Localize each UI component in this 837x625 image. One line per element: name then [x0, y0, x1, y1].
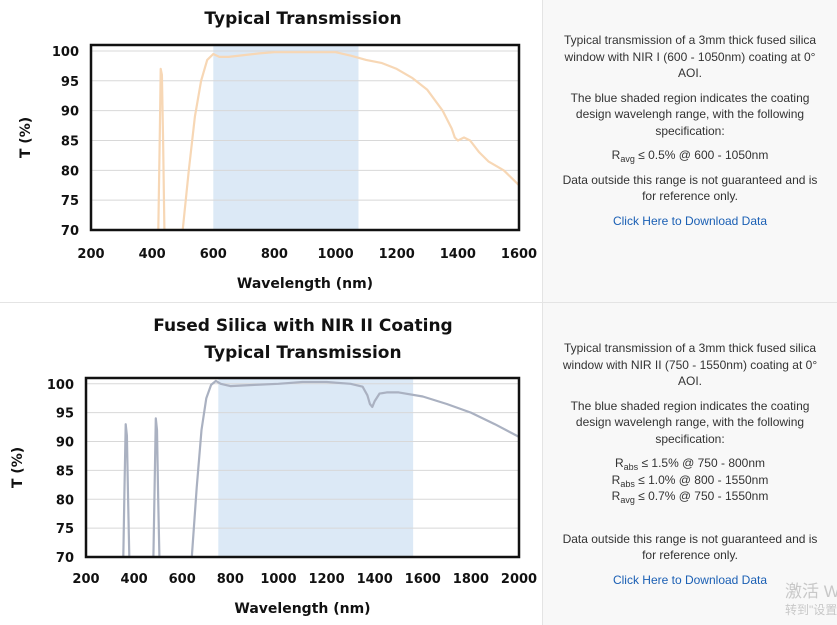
x-tick-label: 1200: [308, 572, 344, 587]
info-panel-nir2: Typical transmission of a 3mm thick fuse…: [542, 303, 837, 625]
download-data-link[interactable]: Click Here to Download Data: [612, 213, 768, 228]
spec-line: Ravg ≤ 0.7% @ 750 - 1550nm: [611, 489, 769, 505]
y-tick-label: 70: [61, 224, 79, 239]
info-text-nir2: Typical transmission of a 3mm thick fuse…: [557, 340, 823, 588]
y-tick-label: 70: [56, 551, 74, 566]
x-tick-label: 1000: [260, 572, 296, 587]
transmission-chart-nir1: Typical Transmission 70 75 80 85 90 95 100 200 40…: [18, 9, 537, 292]
coating-design-range: [213, 45, 359, 230]
x-tick-label: 1800: [453, 572, 489, 587]
y-tick-label: 80: [61, 164, 79, 179]
shaded-region-note: The blue shaded region indicates the coa…: [570, 398, 810, 446]
transmission-curve: [157, 51, 519, 230]
y-axis-label: T (%): [10, 447, 26, 488]
y-tick-label: 90: [61, 105, 79, 120]
x-tick-label: 1600: [501, 247, 537, 262]
coating-row-nir1: Typical Transmission 70 75 80 85 90 95 100 200 40…: [0, 0, 837, 302]
disclaimer-text: Data outside this range is not guarantee…: [562, 531, 818, 563]
y-tick-label: 85: [61, 134, 79, 149]
coating-spec: Ravg ≤ 0.5% @ 600 - 1050nm: [557, 147, 823, 164]
x-tick-label: 1600: [405, 572, 441, 587]
spec-line: Rabs ≤ 1.0% @ 800 - 1550nm: [611, 472, 769, 489]
info-text-nir1: Typical transmission of a 3mm thick fuse…: [557, 32, 823, 229]
x-tick-label: 800: [217, 572, 244, 587]
x-tick-label: 800: [261, 247, 288, 262]
x-tick-label: 1200: [379, 247, 415, 262]
y-tick-label: 80: [56, 493, 74, 508]
transmission-chart-nir2: Fused Silica with NIR II Coating Typical …: [10, 316, 537, 617]
chart-title-line: Typical Transmission: [204, 343, 401, 363]
download-data-link[interactable]: Click Here to Download Data: [612, 572, 768, 587]
transmission-curve: [122, 379, 519, 557]
chart-title-line: Typical Transmission: [204, 9, 401, 29]
x-tick-label: 1000: [317, 247, 353, 262]
coating-design-range: [218, 378, 414, 557]
chart-panel-nir2: Fused Silica with NIR II Coating Typical …: [0, 303, 542, 625]
y-tick-label: 95: [56, 407, 74, 422]
coating-row-nir2: Fused Silica with NIR II Coating Typical …: [0, 302, 837, 625]
disclaimer-text: Data outside this range is not guarantee…: [562, 172, 818, 204]
y-tick-label: 95: [61, 75, 79, 90]
x-tick-label: 400: [139, 247, 166, 262]
x-tick-label: 600: [169, 572, 196, 587]
x-axis-label: Wavelength (nm): [237, 276, 373, 292]
plot-frame: [89, 43, 521, 232]
y-tick-label: 75: [56, 522, 74, 537]
info-panel-nir1: Typical transmission of a 3mm thick fuse…: [542, 0, 837, 302]
x-axis-label: Wavelength (nm): [234, 601, 370, 617]
activation-watermark: 激活 W 转到"设置: [785, 582, 837, 617]
chart-panel-nir1: Typical Transmission 70 75 80 85 90 95 100 200 40…: [0, 0, 542, 302]
y-tick-label: 90: [56, 436, 74, 451]
x-tick-label: 600: [200, 247, 227, 262]
chart-description: Typical transmission of a 3mm thick fuse…: [563, 33, 817, 80]
chart-title-line: Fused Silica with NIR II Coating: [153, 316, 452, 336]
coating-spec: Rabs ≤ 1.5% @ 750 - 800nm Rabs ≤ 1.0% @ …: [557, 455, 823, 505]
y-axis-label: T (%): [18, 117, 34, 158]
spec-line: Rabs ≤ 1.5% @ 750 - 800nm: [614, 456, 766, 472]
y-tick-label: 85: [56, 464, 74, 479]
y-tick-label: 100: [52, 45, 79, 60]
x-tick-label: 400: [121, 572, 148, 587]
y-tick-label: 75: [61, 194, 79, 209]
x-tick-label: 1400: [357, 572, 393, 587]
x-tick-label: 200: [72, 572, 99, 587]
x-tick-label: 2000: [501, 572, 537, 587]
x-tick-label: 1400: [440, 247, 476, 262]
plot-frame: [84, 376, 521, 559]
chart-description: Typical transmission of a 3mm thick fuse…: [562, 341, 818, 388]
spec-line: Ravg ≤ 0.5% @ 600 - 1050nm: [611, 148, 769, 164]
x-tick-label: 200: [77, 247, 104, 262]
shaded-region-note: The blue shaded region indicates the coa…: [570, 90, 810, 138]
y-tick-label: 100: [47, 378, 74, 393]
